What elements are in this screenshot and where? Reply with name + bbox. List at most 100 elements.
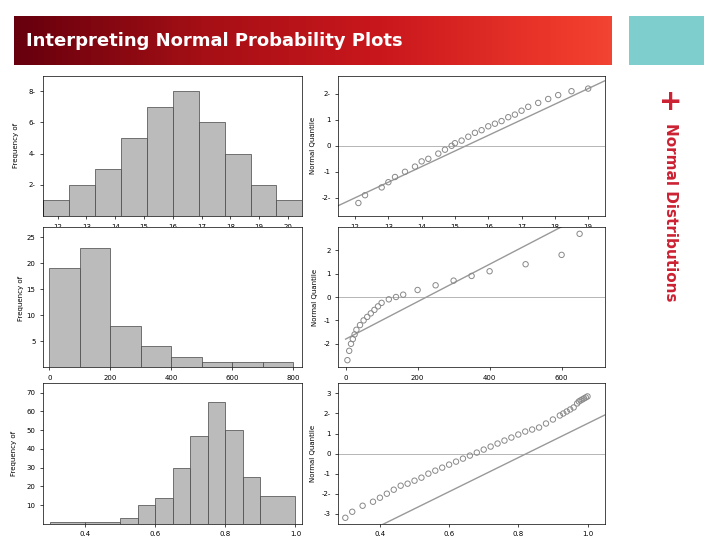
Bar	[121, 138, 147, 216]
Bar	[261, 496, 295, 524]
Point	[492, 439, 503, 448]
Point	[577, 395, 588, 404]
Point	[402, 480, 413, 488]
Bar	[141, 346, 171, 367]
Point	[552, 91, 564, 99]
Point	[582, 84, 594, 93]
Point	[372, 302, 384, 310]
Point	[509, 110, 521, 119]
Bar	[276, 200, 302, 216]
Point	[496, 117, 508, 125]
Point	[341, 356, 353, 364]
Bar	[199, 123, 225, 216]
Bar	[43, 200, 69, 216]
Point	[505, 433, 517, 442]
Point	[469, 129, 481, 137]
Point	[578, 394, 590, 403]
Point	[343, 347, 355, 355]
Point	[376, 299, 387, 307]
Point	[580, 393, 592, 402]
Point	[446, 141, 457, 150]
Point	[449, 139, 461, 147]
Point	[503, 113, 514, 122]
X-axis label: UsableCapacity: UsableCapacity	[136, 235, 210, 244]
Point	[409, 163, 420, 171]
Y-axis label: Normal Quantile: Normal Quantile	[310, 117, 316, 174]
Point	[482, 122, 494, 131]
Point	[382, 178, 394, 186]
X-axis label: Area (thousancs): Area (thousancs)	[132, 387, 213, 395]
Bar	[173, 468, 190, 524]
Bar	[147, 107, 173, 216]
Bar	[156, 497, 173, 524]
Point	[390, 173, 401, 181]
Point	[573, 397, 585, 406]
Y-axis label: Frequency of : Frequency of	[18, 273, 24, 321]
Bar	[80, 248, 110, 367]
Point	[575, 396, 586, 405]
Bar	[49, 268, 80, 367]
Point	[476, 126, 487, 134]
Bar	[95, 169, 121, 216]
Bar	[225, 153, 251, 216]
Point	[485, 442, 496, 451]
Point	[448, 276, 459, 285]
Point	[568, 403, 580, 412]
Text: Interpreting Normal Probability Plots: Interpreting Normal Probability Plots	[27, 31, 403, 50]
Point	[450, 457, 462, 466]
Bar	[263, 362, 293, 367]
Point	[390, 293, 402, 301]
Point	[369, 306, 380, 314]
Point	[412, 286, 423, 294]
Bar	[110, 326, 141, 367]
Bar	[251, 185, 276, 216]
Bar	[69, 185, 95, 216]
Point	[534, 423, 545, 432]
Point	[367, 497, 379, 506]
Point	[566, 87, 577, 96]
Bar	[85, 522, 120, 524]
Bar	[208, 402, 225, 524]
Bar	[120, 518, 138, 524]
Point	[423, 154, 434, 163]
Point	[359, 191, 371, 199]
Point	[478, 446, 490, 454]
Point	[361, 313, 373, 321]
Point	[526, 425, 538, 434]
Point	[516, 106, 527, 115]
Text: +: +	[659, 88, 683, 116]
Point	[357, 502, 369, 510]
Bar	[190, 436, 208, 524]
Bar	[243, 477, 261, 524]
Point	[399, 167, 410, 176]
Point	[346, 508, 358, 516]
Y-axis label: Frequency of
: Frequency of	[11, 431, 24, 476]
Point	[554, 411, 566, 420]
Point	[547, 415, 559, 424]
Point	[388, 485, 400, 494]
Point	[365, 309, 377, 318]
Point	[351, 326, 362, 334]
Point	[415, 474, 427, 482]
Point	[456, 136, 467, 145]
Point	[556, 251, 567, 259]
Point	[430, 467, 441, 475]
Point	[348, 330, 360, 339]
Point	[582, 392, 593, 401]
Point	[489, 119, 500, 128]
Point	[409, 476, 420, 485]
Bar	[202, 362, 233, 367]
Point	[557, 409, 569, 418]
Point	[345, 340, 356, 348]
Point	[464, 451, 476, 460]
Point	[416, 157, 428, 166]
Point	[439, 145, 451, 154]
Point	[533, 99, 544, 107]
Point	[383, 295, 395, 303]
Point	[542, 94, 554, 103]
Point	[572, 399, 583, 408]
Point	[564, 405, 576, 414]
Point	[374, 494, 386, 502]
X-axis label: UsableCapacity: UsableCapacity	[435, 235, 508, 244]
Point	[520, 260, 531, 268]
